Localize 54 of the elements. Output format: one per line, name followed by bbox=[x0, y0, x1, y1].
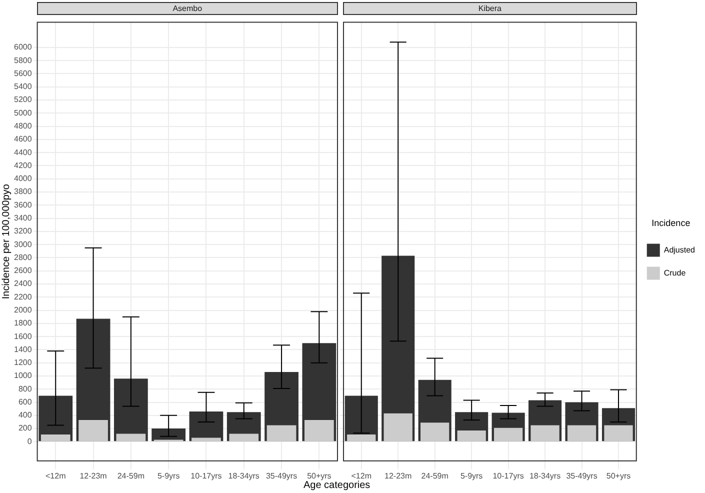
y-tick-label: 1400 bbox=[14, 344, 32, 354]
y-tick-label: 3000 bbox=[14, 240, 32, 249]
legend-label: Adjusted bbox=[664, 246, 696, 255]
y-tick-label: 3600 bbox=[14, 200, 32, 210]
x-tick-label: 24-59m bbox=[117, 471, 145, 480]
y-tick-label: 2600 bbox=[14, 266, 32, 276]
y-tick-label: 3800 bbox=[14, 187, 32, 196]
chart-title: Kibera bbox=[343, 2, 637, 15]
y-tick-label: 5400 bbox=[14, 82, 32, 92]
y-tick-label: 2400 bbox=[14, 279, 32, 288]
y-tick-label: 5600 bbox=[14, 68, 32, 78]
y-tick-label: 4800 bbox=[14, 121, 32, 130]
y-tick-label: 2000 bbox=[14, 305, 32, 314]
legend-title: Incidence bbox=[652, 218, 690, 228]
x-tick-label: 18-34yrs bbox=[529, 471, 561, 480]
x-tick-label: <12m bbox=[351, 471, 372, 480]
y-tick-label: 5800 bbox=[14, 56, 32, 65]
chart-title: Asembo bbox=[36, 2, 338, 15]
y-tick-label: 1800 bbox=[14, 318, 32, 328]
y-tick-label: 400 bbox=[18, 410, 32, 420]
y-tick-label: 200 bbox=[18, 424, 32, 433]
x-tick-label: 35-49yrs bbox=[566, 471, 598, 480]
x-tick-label: 12-23m bbox=[80, 471, 108, 480]
x-tick-label: 5-9yrs bbox=[460, 471, 483, 480]
y-tick-label: 3200 bbox=[14, 226, 32, 236]
y-tick-label: 5000 bbox=[14, 108, 32, 118]
y-tick-label: 1600 bbox=[14, 332, 32, 341]
legend-label: Crude bbox=[664, 268, 686, 278]
x-tick-label: 50+yrs bbox=[606, 471, 631, 480]
y-tick-label: 0 bbox=[27, 436, 32, 446]
x-tick-label: 18-34yrs bbox=[228, 471, 260, 480]
y-tick-label: 4400 bbox=[14, 148, 32, 157]
y-tick-label: 4200 bbox=[14, 160, 32, 170]
y-tick-label: 3400 bbox=[14, 213, 32, 222]
y-tick-label: 2200 bbox=[14, 292, 32, 302]
x-axis-title: Age categories bbox=[303, 480, 370, 491]
y-axis-title: Incidence per 100,000pyo bbox=[0, 184, 12, 300]
x-tick-label: <12m bbox=[46, 471, 66, 480]
y-tick-label: 2800 bbox=[14, 252, 32, 262]
x-tick-label: 5-9yrs bbox=[157, 471, 180, 480]
y-tick-label: 4600 bbox=[14, 134, 32, 144]
y-tick-label: 1200 bbox=[14, 358, 32, 368]
x-tick-label: 12-23m bbox=[384, 471, 412, 480]
y-tick-label: 6000 bbox=[14, 42, 32, 52]
x-tick-label: 10-17yrs bbox=[492, 471, 524, 480]
y-tick-label: 5200 bbox=[14, 95, 32, 104]
y-tick-label: 1000 bbox=[14, 371, 32, 380]
y-tick-label: 4000 bbox=[14, 174, 32, 184]
y-tick-label: 600 bbox=[18, 397, 32, 406]
x-tick-label: 24-59m bbox=[421, 471, 449, 480]
y-tick-label: 800 bbox=[18, 384, 32, 394]
x-tick-label: 50+yrs bbox=[307, 471, 332, 480]
x-tick-label: 35-49yrs bbox=[266, 471, 298, 480]
x-tick-label: 10-17yrs bbox=[190, 471, 222, 480]
